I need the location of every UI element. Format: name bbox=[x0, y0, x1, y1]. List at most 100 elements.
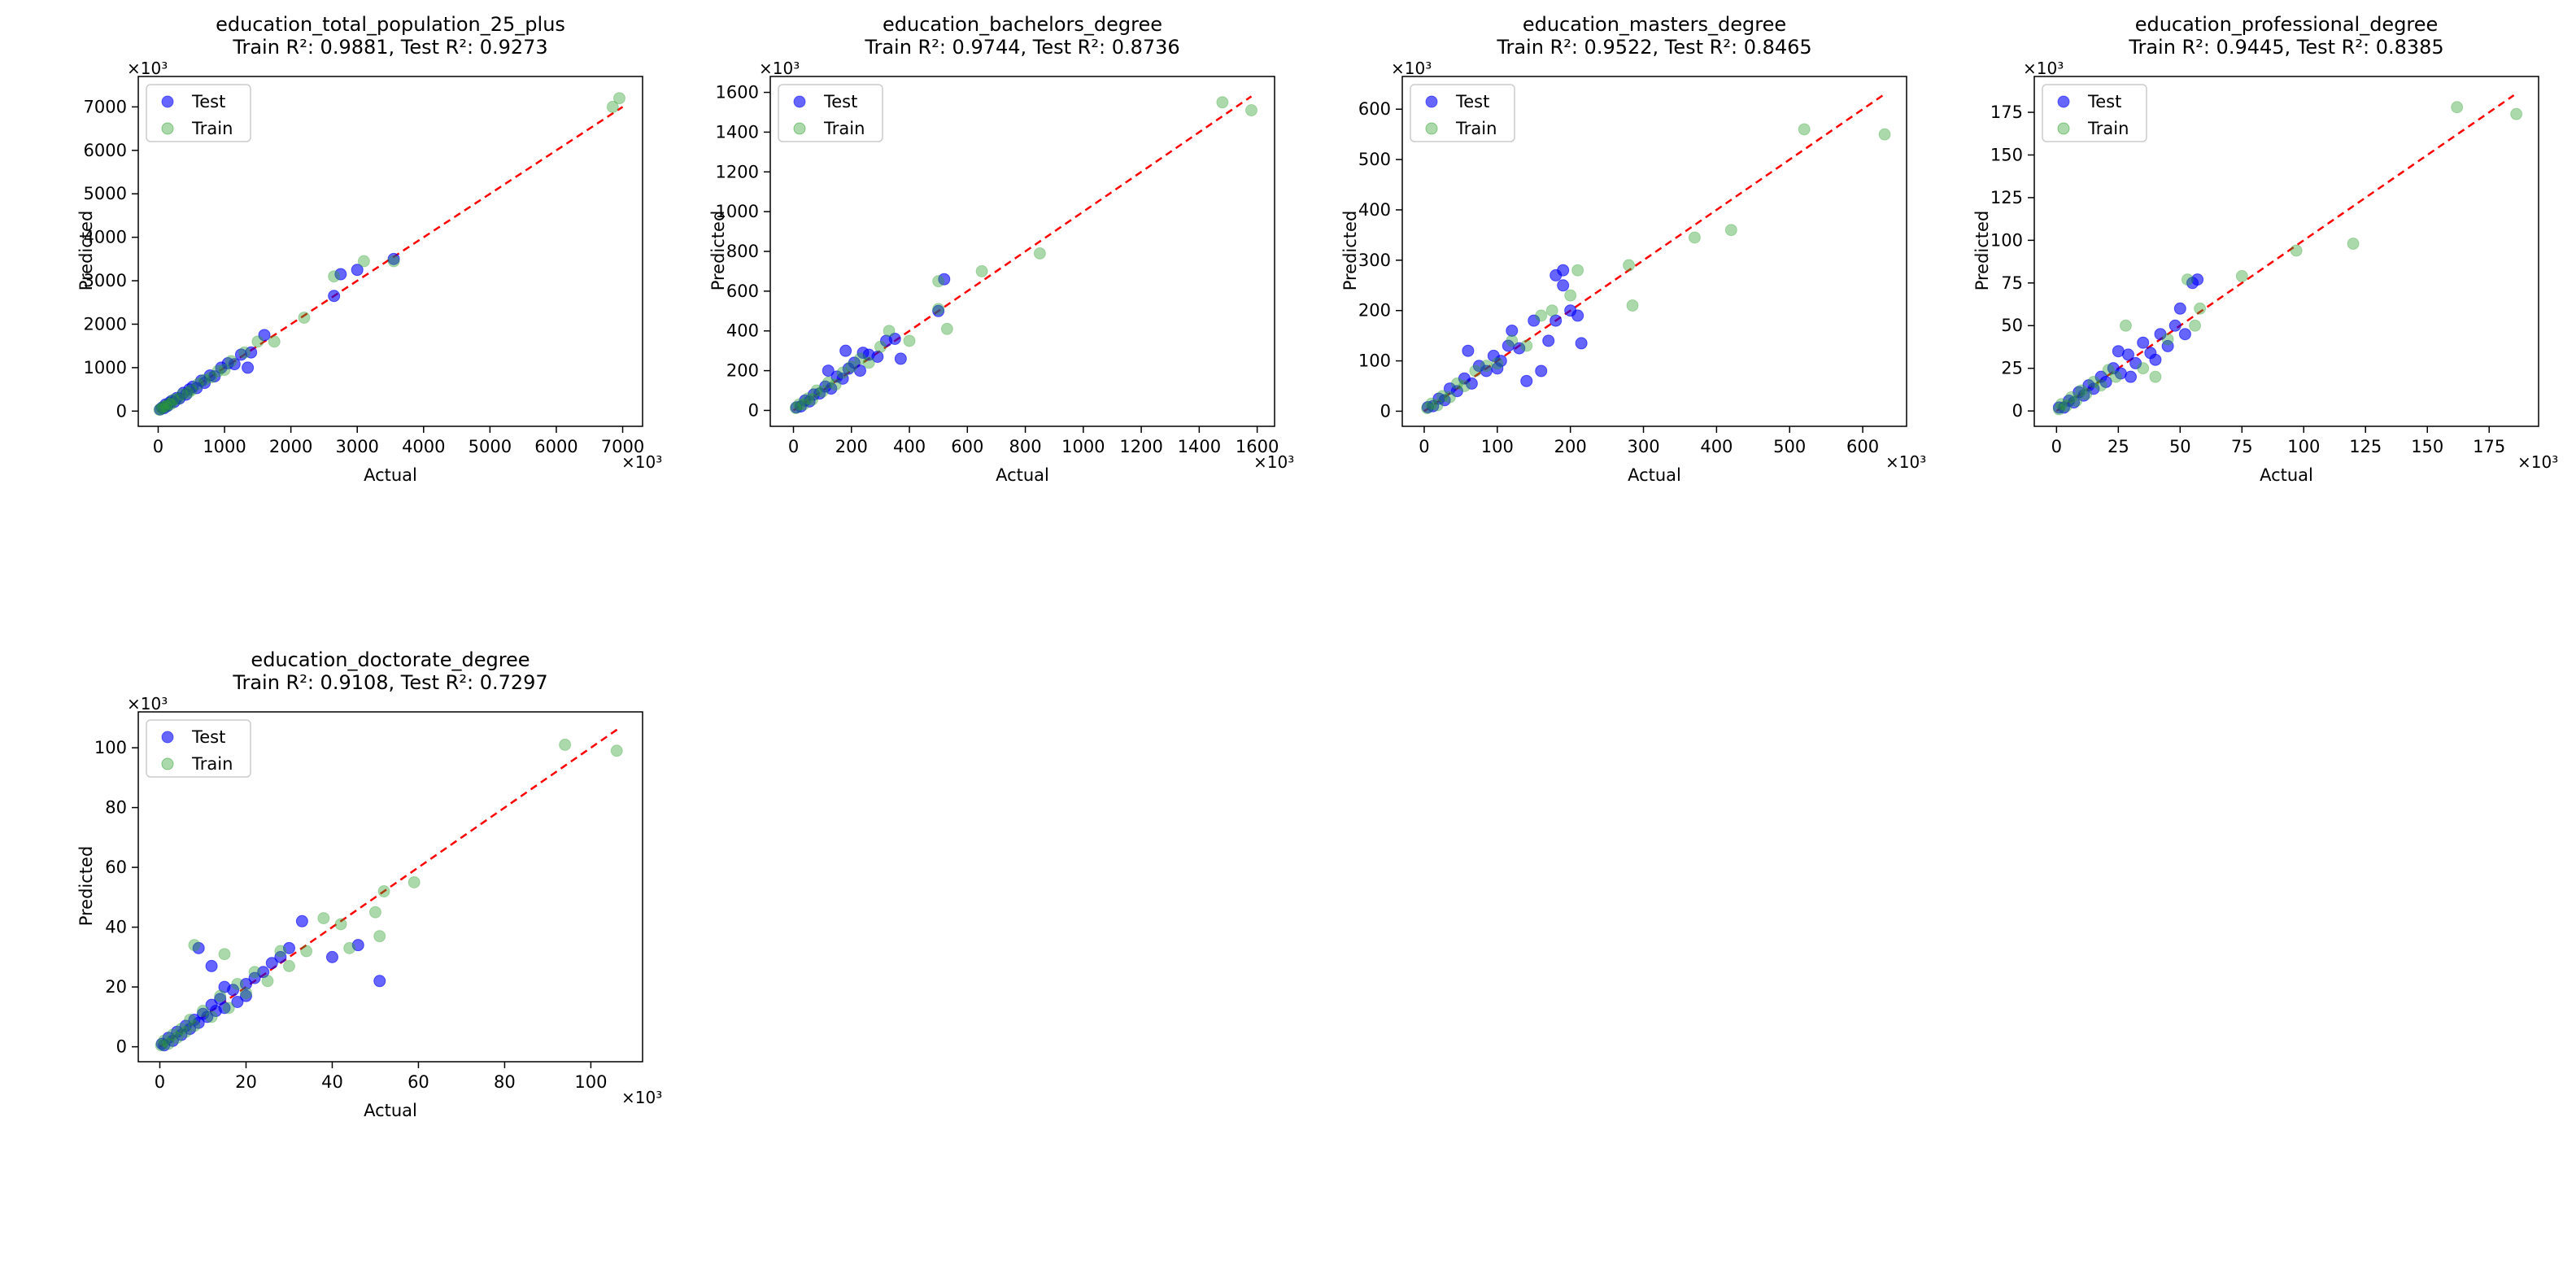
test-point bbox=[1465, 377, 1478, 390]
legend-label-train: Train bbox=[823, 119, 865, 138]
train-point bbox=[185, 384, 198, 397]
test-point bbox=[2112, 345, 2125, 358]
train-point bbox=[184, 1014, 197, 1027]
train-point bbox=[1623, 259, 1636, 272]
test-point bbox=[825, 382, 838, 395]
y-tick-label: 600 bbox=[726, 281, 759, 301]
test-point bbox=[2087, 382, 2100, 395]
test-point bbox=[239, 977, 252, 990]
y-tick-label: 300 bbox=[1358, 251, 1391, 270]
train-point bbox=[2347, 238, 2360, 251]
test-point bbox=[295, 914, 308, 927]
y-tick-label: 3000 bbox=[84, 271, 127, 290]
train-point bbox=[188, 1019, 201, 1032]
test-point bbox=[1520, 374, 1533, 387]
train-point bbox=[2080, 387, 2093, 400]
x-multiplier-label: ×10³ bbox=[2517, 452, 2559, 472]
chart-subtitle: Train R²: 0.9881, Test R²: 0.9273 bbox=[233, 36, 548, 59]
y-tick-label: 75 bbox=[2001, 273, 2023, 293]
y-tick-label: 100 bbox=[1990, 230, 2023, 250]
train-point bbox=[158, 1034, 171, 1047]
chart-subtitle: Train R²: 0.9445, Test R²: 0.8385 bbox=[2129, 36, 2444, 59]
x-tick-label: 200 bbox=[835, 437, 868, 456]
axes-frame bbox=[137, 711, 643, 1063]
train-point bbox=[1421, 402, 1434, 415]
train-point bbox=[810, 384, 823, 397]
x-axis-label: Actual bbox=[2260, 465, 2313, 485]
y-tick-label: 2000 bbox=[84, 314, 127, 334]
test-point bbox=[1550, 314, 1563, 327]
y-tick-label: 100 bbox=[1358, 351, 1391, 371]
train-point bbox=[328, 270, 341, 283]
y-multiplier-label: ×10³ bbox=[1391, 59, 1432, 78]
train-point bbox=[1491, 357, 1504, 370]
panel-total-population: education_total_population_25_plus Train… bbox=[76, 13, 662, 485]
test-point bbox=[836, 372, 849, 385]
legend-marker-test bbox=[2057, 95, 2070, 108]
train-point bbox=[883, 325, 896, 338]
train-point bbox=[932, 275, 945, 288]
x-tick-label: 100 bbox=[2287, 437, 2320, 456]
legend-marker-test bbox=[161, 95, 174, 108]
y-tick-label: 40 bbox=[105, 918, 127, 937]
test-point bbox=[1557, 264, 1570, 277]
train-point bbox=[205, 1010, 218, 1023]
test-point bbox=[218, 1002, 231, 1015]
test-point bbox=[856, 347, 870, 360]
x-tick-label: 600 bbox=[1846, 437, 1879, 456]
train-point bbox=[2181, 273, 2194, 286]
train-point bbox=[2451, 101, 2464, 114]
test-point bbox=[2125, 370, 2138, 383]
test-point bbox=[2154, 328, 2167, 341]
chart-title: education_professional_degree bbox=[2134, 13, 2439, 36]
scatter-plot: 0 20 40 60 80 100 0 20 40 60 80 100 Test Train bbox=[94, 711, 643, 1092]
test-point bbox=[258, 329, 271, 342]
train-point bbox=[155, 1039, 168, 1052]
test-point bbox=[231, 995, 244, 1008]
legend-marker-train bbox=[161, 757, 174, 770]
y-tick-label: 1000 bbox=[716, 202, 759, 221]
test-point bbox=[1513, 342, 1526, 355]
x-axis-label: Actual bbox=[364, 1101, 417, 1120]
axes-frame bbox=[1401, 76, 1907, 427]
train-point bbox=[368, 906, 381, 919]
train-point bbox=[164, 398, 177, 411]
scatter-plot: 0 1000 2000 3000 4000 5000 6000 7000 0 1000 2000 30… bbox=[84, 76, 644, 456]
train-point bbox=[157, 400, 170, 413]
test-point bbox=[328, 290, 341, 303]
x-tick-label: 2000 bbox=[269, 437, 312, 456]
train-point bbox=[408, 875, 421, 888]
x-tick-label: 3000 bbox=[335, 437, 378, 456]
train-point bbox=[853, 352, 866, 365]
y-tick-label: 4000 bbox=[84, 228, 127, 247]
train-point bbox=[874, 340, 887, 353]
x-tick-label: 400 bbox=[893, 437, 926, 456]
test-point bbox=[265, 957, 278, 970]
train-point bbox=[1436, 390, 1449, 403]
x-tick-label: 40 bbox=[321, 1072, 343, 1092]
legend-marker-train bbox=[2057, 122, 2070, 135]
train-point bbox=[606, 100, 619, 113]
legend-label-test: Test bbox=[1455, 92, 1489, 111]
test-point bbox=[853, 364, 866, 378]
test-point bbox=[248, 971, 261, 984]
train-point bbox=[1480, 360, 1493, 373]
scatter-plot: 0 25 50 75 100 125 150 175 0 25 50 75 100 125 150 175 Te… bbox=[1990, 76, 2539, 456]
test-point bbox=[2099, 375, 2112, 388]
train-point bbox=[155, 402, 168, 415]
train-point bbox=[2510, 107, 2523, 120]
test-point bbox=[351, 939, 364, 952]
train-point bbox=[2065, 391, 2078, 404]
train-point bbox=[317, 912, 330, 925]
x-tick-label: 175 bbox=[2473, 437, 2505, 456]
x-tick-label: 0 bbox=[1419, 437, 1429, 456]
test-point bbox=[245, 346, 258, 359]
train-point bbox=[2119, 319, 2132, 332]
legend: Test Train bbox=[1410, 84, 1515, 142]
x-tick-label: 7000 bbox=[601, 437, 644, 456]
x-tick-label: 50 bbox=[2169, 437, 2191, 456]
test-point bbox=[888, 333, 901, 345]
test-point bbox=[1575, 337, 1588, 350]
y-tick-label: 0 bbox=[1380, 401, 1391, 421]
x-tick-label: 0 bbox=[2051, 437, 2062, 456]
